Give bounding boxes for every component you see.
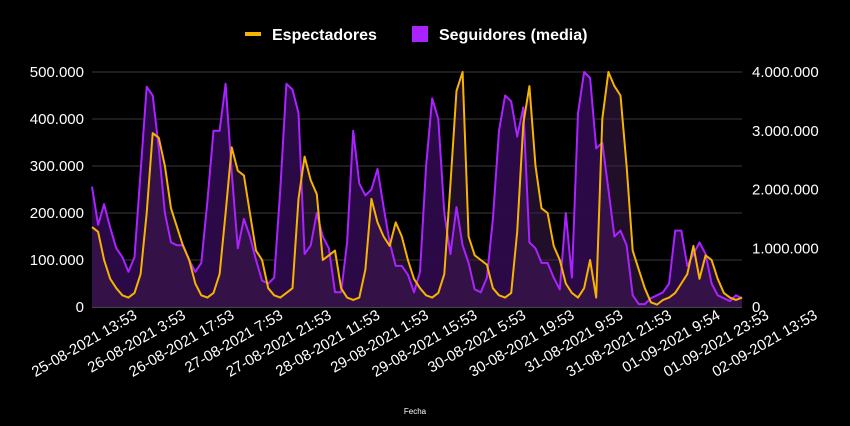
- espectadores-line: [91, 71, 743, 306]
- y-left-tick-label: 100.000: [30, 252, 84, 269]
- legend: Espectadores Seguidores (media): [245, 26, 587, 44]
- series-areas: [92, 72, 742, 307]
- right-y-axis: 0 1.000.000 2.000.000 3.000.000 4.000.000: [752, 64, 819, 316]
- y-left-tick-label: 0: [76, 299, 84, 316]
- y-left-tick-label: 500.000: [30, 64, 84, 81]
- y-right-tick-label: 4.000.000: [752, 64, 819, 81]
- x-axis-title: Fecha: [404, 407, 427, 416]
- y-right-tick-label: 1.000.000: [752, 240, 819, 257]
- series-lines: [91, 71, 743, 306]
- legend-swatch: [245, 32, 261, 36]
- legend-item-espectadores: Espectadores: [245, 27, 377, 44]
- y-right-tick-label: 2.000.000: [752, 182, 819, 199]
- left-y-axis: 0 100.000 200.000 300.000 400.000 500.000: [30, 64, 84, 316]
- y-left-tick-label: 200.000: [30, 205, 84, 222]
- seguidores-area: [92, 72, 742, 307]
- y-right-tick-label: 3.000.000: [752, 123, 819, 140]
- legend-label: Seguidores (media): [439, 27, 587, 44]
- y-right-tick-label: 0: [752, 299, 760, 316]
- y-left-tick-label: 300.000: [30, 158, 84, 175]
- legend-swatch: [412, 26, 428, 42]
- espectadores-area: [92, 72, 742, 307]
- legend-label: Espectadores: [272, 27, 377, 44]
- legend-item-seguidores: Seguidores (media): [412, 26, 587, 44]
- y-left-tick-label: 400.000: [30, 111, 84, 128]
